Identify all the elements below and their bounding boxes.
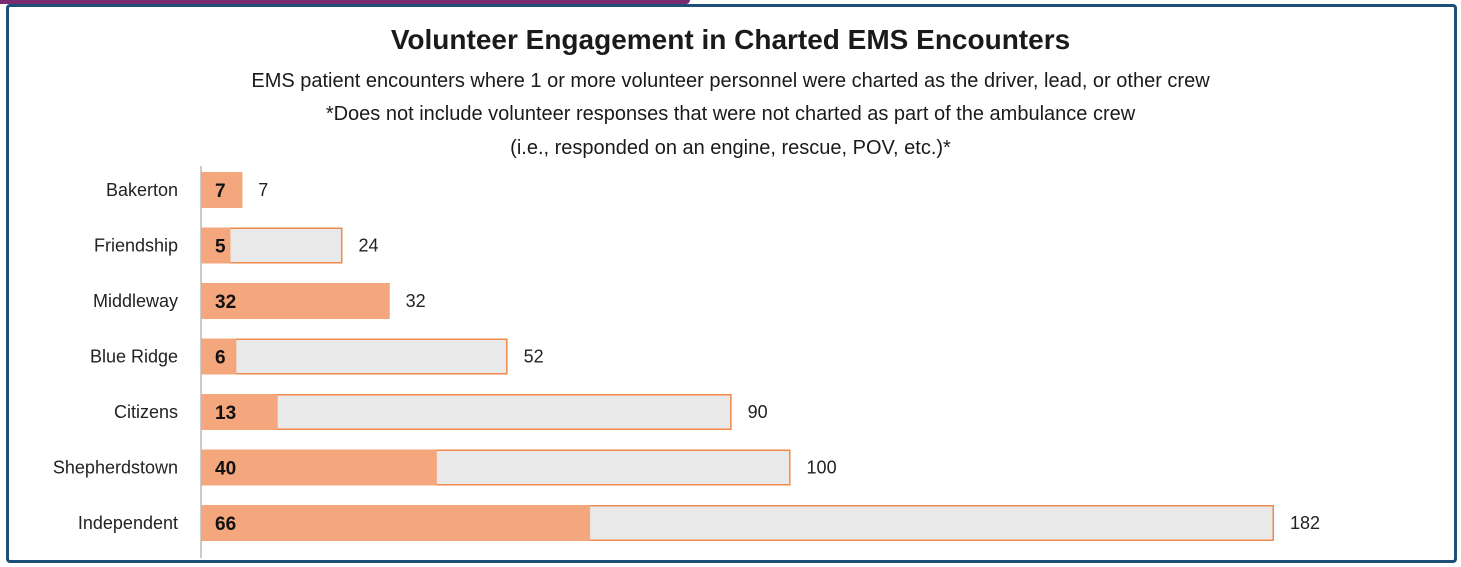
volunteer-bar-friendship [201, 227, 231, 264]
total-bar-citizens [201, 394, 732, 430]
total-value-label-independent: 182 [1290, 513, 1320, 533]
top-accent-bar [0, 0, 690, 4]
total-value-label-shepherdstown: 100 [807, 458, 837, 478]
category-label-independent: Independent [78, 513, 178, 533]
volunteer-bar-bakerton [201, 172, 243, 208]
total-value-label-friendship: 24 [358, 236, 378, 256]
total-bar-blue-ridge [201, 338, 508, 375]
category-label-shepherdstown: Shepherdstown [53, 458, 178, 478]
chart-title: Volunteer Engagement in Charted EMS Enco… [390, 24, 1071, 55]
chart-subtitle-line-2: *Does not include volunteer responses th… [325, 103, 1136, 125]
total-value-label-citizens: 90 [748, 402, 768, 422]
volunteer-bar-citizens [201, 394, 278, 430]
chart-frame [6, 4, 1457, 563]
volunteer-value-label-friendship: 5 [215, 237, 226, 258]
volunteer-value-label-independent: 66 [215, 514, 236, 535]
volunteer-value-label-middleway: 32 [215, 292, 236, 313]
volunteer-bar-independent [201, 505, 591, 541]
volunteer-value-label-citizens: 13 [215, 403, 236, 424]
category-label-middleway: Middleway [93, 291, 178, 311]
total-value-label-blue-ridge: 52 [524, 347, 544, 367]
total-value-label-middleway: 32 [406, 291, 426, 311]
volunteer-value-label-shepherdstown: 40 [215, 459, 236, 480]
chart-subtitle-line-3: (i.e., responded on an engine, rescue, P… [510, 137, 951, 159]
volunteer-value-label-blue-ridge: 6 [215, 348, 226, 369]
volunteer-value-label-bakerton: 7 [215, 181, 226, 202]
category-label-friendship: Friendship [94, 236, 178, 256]
volunteer-bar-blue-ridge [201, 338, 237, 375]
category-label-bakerton: Bakerton [106, 180, 178, 200]
volunteer-bar-middleway [201, 283, 390, 319]
volunteer-bar-shepherdstown [201, 449, 437, 486]
total-value-label-bakerton: 7 [258, 180, 268, 200]
chart-subtitle-line-1: EMS patient encounters where 1 or more v… [251, 70, 1210, 92]
category-label-blue-ridge: Blue Ridge [90, 347, 178, 367]
category-label-citizens: Citizens [114, 402, 178, 422]
